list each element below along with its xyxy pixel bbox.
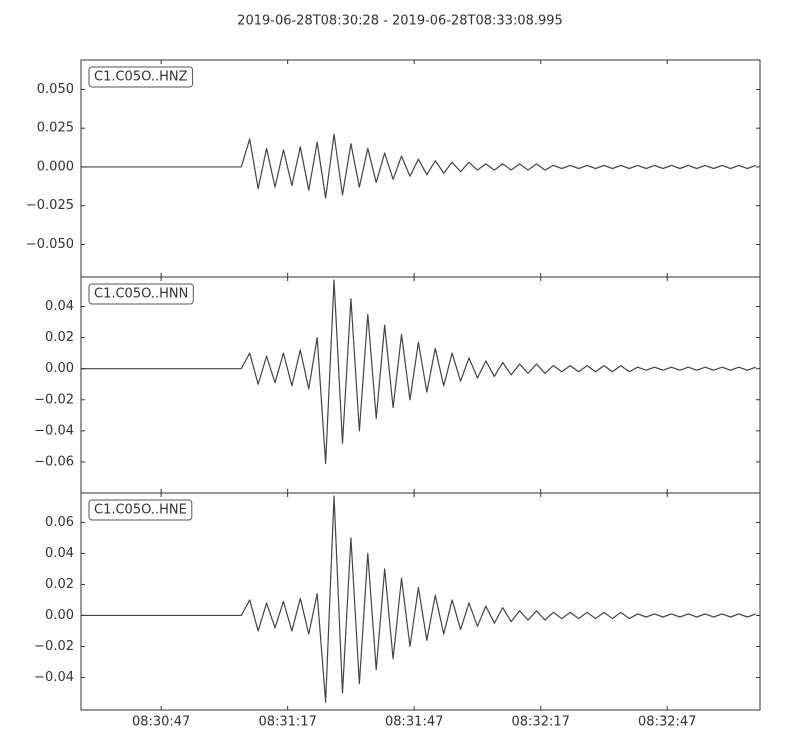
legend-box <box>88 499 193 521</box>
y-tick-label: −0.04 <box>34 423 74 438</box>
y-tick-label: 0.000 <box>37 159 74 174</box>
x-tick-label: 08:32:17 <box>512 715 570 730</box>
waveform <box>81 279 757 465</box>
y-tick-label: 0.050 <box>37 82 74 97</box>
waveform <box>81 495 757 703</box>
y-tick-label: −0.02 <box>34 392 74 407</box>
y-tick-label: 0.025 <box>37 121 74 136</box>
y-tick-label: −0.050 <box>26 237 74 252</box>
y-tick-label: 0.04 <box>45 546 74 561</box>
y-tick-label: 0.04 <box>45 299 74 314</box>
legend-box <box>88 283 194 305</box>
y-tick-label: 0.00 <box>45 608 74 623</box>
legend-box <box>88 66 194 88</box>
x-tick-label: 08:32:47 <box>638 715 696 730</box>
plot-frame <box>80 492 761 711</box>
chart-title: 2019-06-28T08:30:28 - 2019-06-28T08:33:0… <box>237 14 563 29</box>
legend: C1.C05O..HNE <box>88 499 193 521</box>
y-tick-label: 0.00 <box>45 361 74 376</box>
legend-label: C1.C05O..HNZ <box>94 70 188 85</box>
waveform <box>81 133 757 199</box>
legend-label: C1.C05O..HNE <box>94 503 187 518</box>
y-tick-label: 0.02 <box>45 330 74 345</box>
x-tick-label: 08:31:17 <box>258 715 316 730</box>
y-tick-label: 0.06 <box>45 515 74 530</box>
x-tick-label: 08:31:47 <box>385 715 443 730</box>
legend: C1.C05O..HNZ <box>88 66 194 88</box>
y-tick-label: −0.04 <box>34 670 74 685</box>
y-tick-label: −0.02 <box>34 639 74 654</box>
x-tick-label: 08:30:47 <box>132 715 190 730</box>
y-tick-label: −0.06 <box>34 454 74 469</box>
y-tick-label: −0.025 <box>26 198 74 213</box>
y-tick-label: 0.02 <box>45 577 74 592</box>
legend: C1.C05O..HNN <box>88 283 194 305</box>
legend-label: C1.C05O..HNN <box>94 287 188 302</box>
